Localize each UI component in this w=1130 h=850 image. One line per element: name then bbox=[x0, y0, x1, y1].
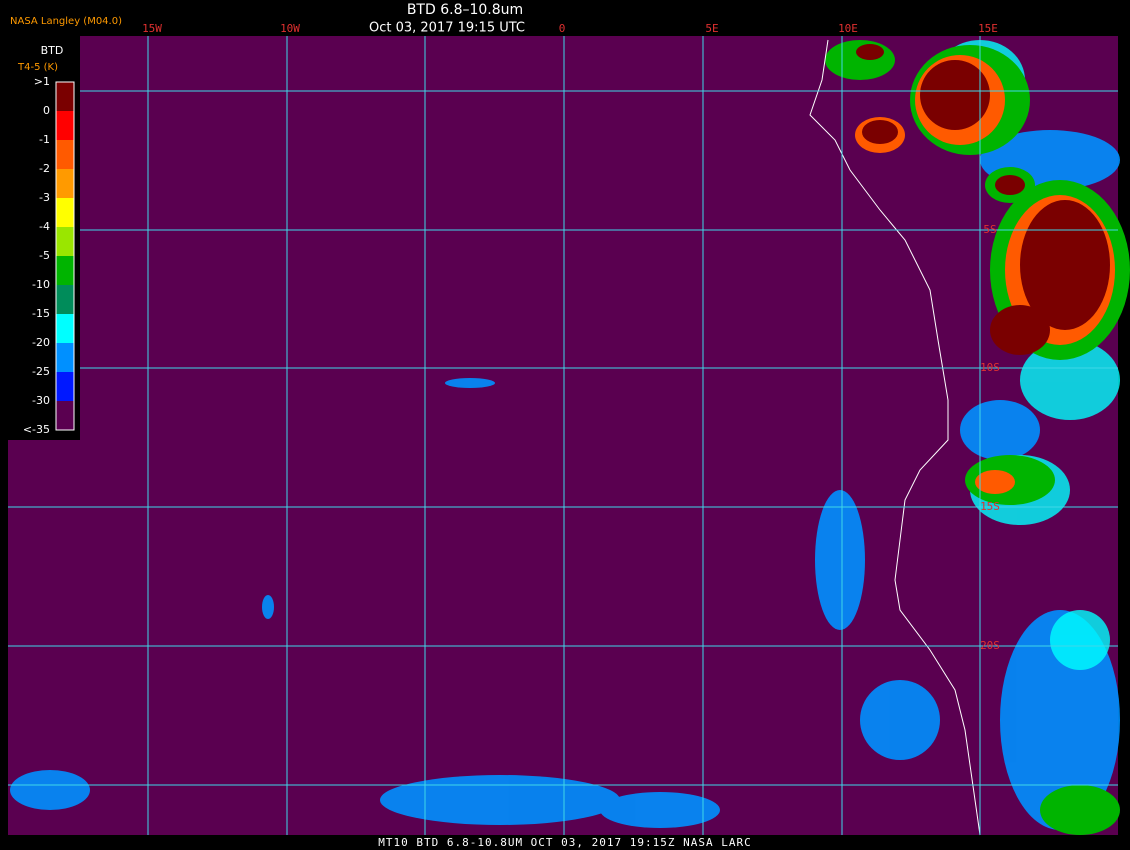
legend-label: -30 bbox=[32, 394, 50, 407]
legend-swatch bbox=[56, 227, 74, 256]
legend-label: -25 bbox=[32, 365, 50, 378]
longitude-label: 5E bbox=[705, 22, 718, 35]
longitude-label: 15E bbox=[978, 22, 998, 35]
latitude-label: 5S bbox=[983, 223, 996, 236]
legend-swatch bbox=[56, 198, 74, 227]
subtitle: Oct 03, 2017 19:15 UTC bbox=[369, 21, 525, 36]
latitude-label: 15S bbox=[980, 500, 1000, 513]
legend-unit: T4-5 (K) bbox=[17, 62, 58, 73]
legend-swatch bbox=[56, 256, 74, 285]
graticule bbox=[8, 36, 1118, 835]
legend-swatch bbox=[56, 343, 74, 372]
source-label: NASA Langley (M04.0) bbox=[10, 16, 122, 27]
legend-title: BTD bbox=[41, 44, 64, 57]
footer: MT10 BTD 6.8-10.8UM OCT 03, 2017 19:15Z … bbox=[378, 836, 752, 849]
legend-label: -1 bbox=[39, 133, 50, 146]
legend-label: -4 bbox=[39, 220, 50, 233]
legend-swatch bbox=[56, 372, 74, 401]
legend-swatch bbox=[56, 82, 74, 111]
title: BTD 6.8–10.8um bbox=[407, 2, 523, 18]
map-area bbox=[8, 36, 1118, 835]
longitude-label: 15W bbox=[142, 22, 162, 35]
longitude-label: 0 bbox=[559, 22, 566, 35]
legend-label: -10 bbox=[32, 278, 50, 291]
legend-swatch bbox=[56, 401, 74, 430]
legend-label: -3 bbox=[39, 191, 50, 204]
legend-swatch bbox=[56, 314, 74, 343]
latitude-label: 10S bbox=[980, 361, 1000, 374]
legend: >1 0 -1 -2 -3 -4 -5 -10 -15 -20 -25 -30 <-35 bbox=[23, 75, 75, 436]
legend-label: -2 bbox=[39, 162, 50, 175]
map-labels: 15W 10W 0 5E 10E 15E 5S 10S 15S 20S bbox=[142, 22, 1000, 652]
legend-label: -20 bbox=[32, 336, 50, 349]
legend-frame bbox=[55, 81, 75, 431]
legend-label: >1 bbox=[34, 75, 50, 88]
longitude-label: 10W bbox=[280, 22, 300, 35]
legend-swatch bbox=[56, 140, 74, 169]
latitude-label: 20S bbox=[980, 639, 1000, 652]
legend-swatch bbox=[56, 169, 74, 198]
legend-label: 0 bbox=[43, 104, 50, 117]
legend-label: -15 bbox=[32, 307, 50, 320]
legend-label: <-35 bbox=[23, 423, 50, 436]
legend-swatch bbox=[56, 285, 74, 314]
longitude-label: 10E bbox=[838, 22, 858, 35]
legend-swatch bbox=[56, 111, 74, 140]
legend-label: -5 bbox=[39, 249, 50, 262]
